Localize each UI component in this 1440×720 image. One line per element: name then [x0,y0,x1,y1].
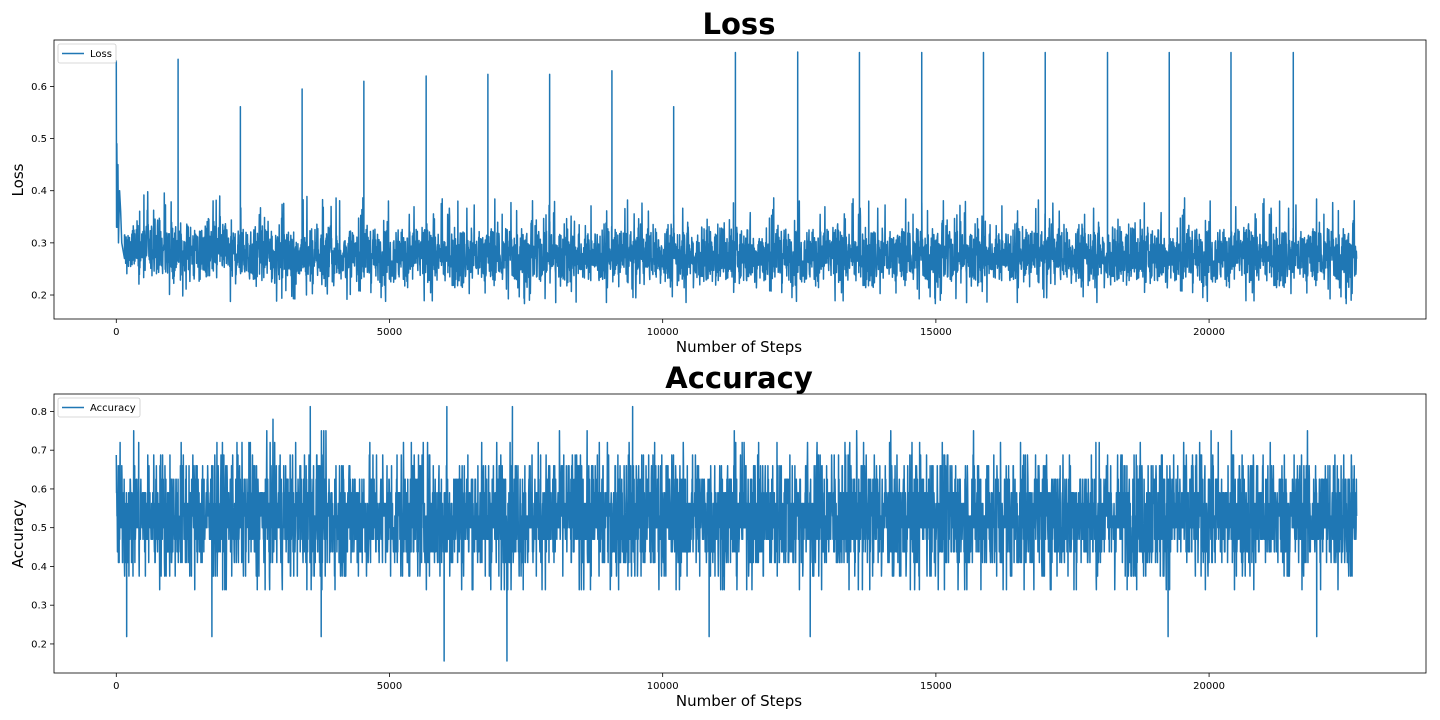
accuracy-chart: Accuracy 0 5000 10000 15000 20000 0.20.30.40… [9,361,1427,710]
loss-legend: Loss [57,43,117,64]
y-tick-label: 0.4 [31,186,47,197]
accuracy-legend-box [57,397,141,418]
loss-chart: Loss 0 5000 10000 15000 20000 0.20.30.40.50.… [9,7,1427,356]
y-tick-label: 0.7 [31,446,47,457]
accuracy-x-ticks: 0 5000 10000 15000 20000 [113,673,1225,692]
accuracy-y-ticks: 0.2 0.3 0.4 0.5 0.6 0.7 0.8 [31,407,54,650]
loss-legend-label: Loss [90,49,112,60]
y-tick-label: 0.3 [31,601,47,612]
y-tick-label: 0.5 [31,523,47,534]
x-tick-label: 5000 [377,681,402,692]
y-tick-label: 0.6 [31,484,47,495]
loss-series-line [115,51,1358,305]
accuracy-y-axis-label: Accuracy [9,500,27,569]
x-tick-label: 15000 [920,327,952,338]
y-tick-label: 0.6 [31,82,47,93]
loss-legend-box [57,43,117,64]
loss-x-axis-label: Number of Steps [676,338,802,356]
x-tick-label: 5000 [377,327,402,338]
y-tick-label: 0.2 [31,639,47,650]
y-tick-label: 0.5 [31,134,47,145]
accuracy-series-line [115,405,1358,662]
x-tick-label: 0 [113,681,119,692]
loss-data-layer [115,51,1358,305]
x-tick-label: 15000 [920,681,952,692]
x-tick-label: 20000 [1193,327,1225,338]
loss-y-axis-label: Loss [9,163,27,196]
loss-x-ticks: 0 5000 10000 15000 20000 [113,319,1225,338]
x-tick-label: 10000 [647,327,679,338]
accuracy-data-layer [115,405,1358,662]
loss-chart-title: Loss [703,7,776,41]
accuracy-legend-label: Accuracy [90,403,136,414]
x-tick-label: 0 [113,327,119,338]
y-tick-label: 0.4 [31,562,47,573]
loss-y-ticks: 0.2 0.3 0.4 0.5 0.6 [31,82,54,302]
y-tick-label: 0.2 [31,291,47,302]
accuracy-legend: Accuracy [57,397,141,418]
x-tick-label: 10000 [647,681,679,692]
y-tick-label: 0.3 [31,238,47,249]
accuracy-x-axis-label: Number of Steps [676,692,802,710]
accuracy-chart-title: Accuracy [665,361,813,395]
y-tick-label: 0.8 [31,407,47,418]
x-tick-label: 20000 [1193,681,1225,692]
